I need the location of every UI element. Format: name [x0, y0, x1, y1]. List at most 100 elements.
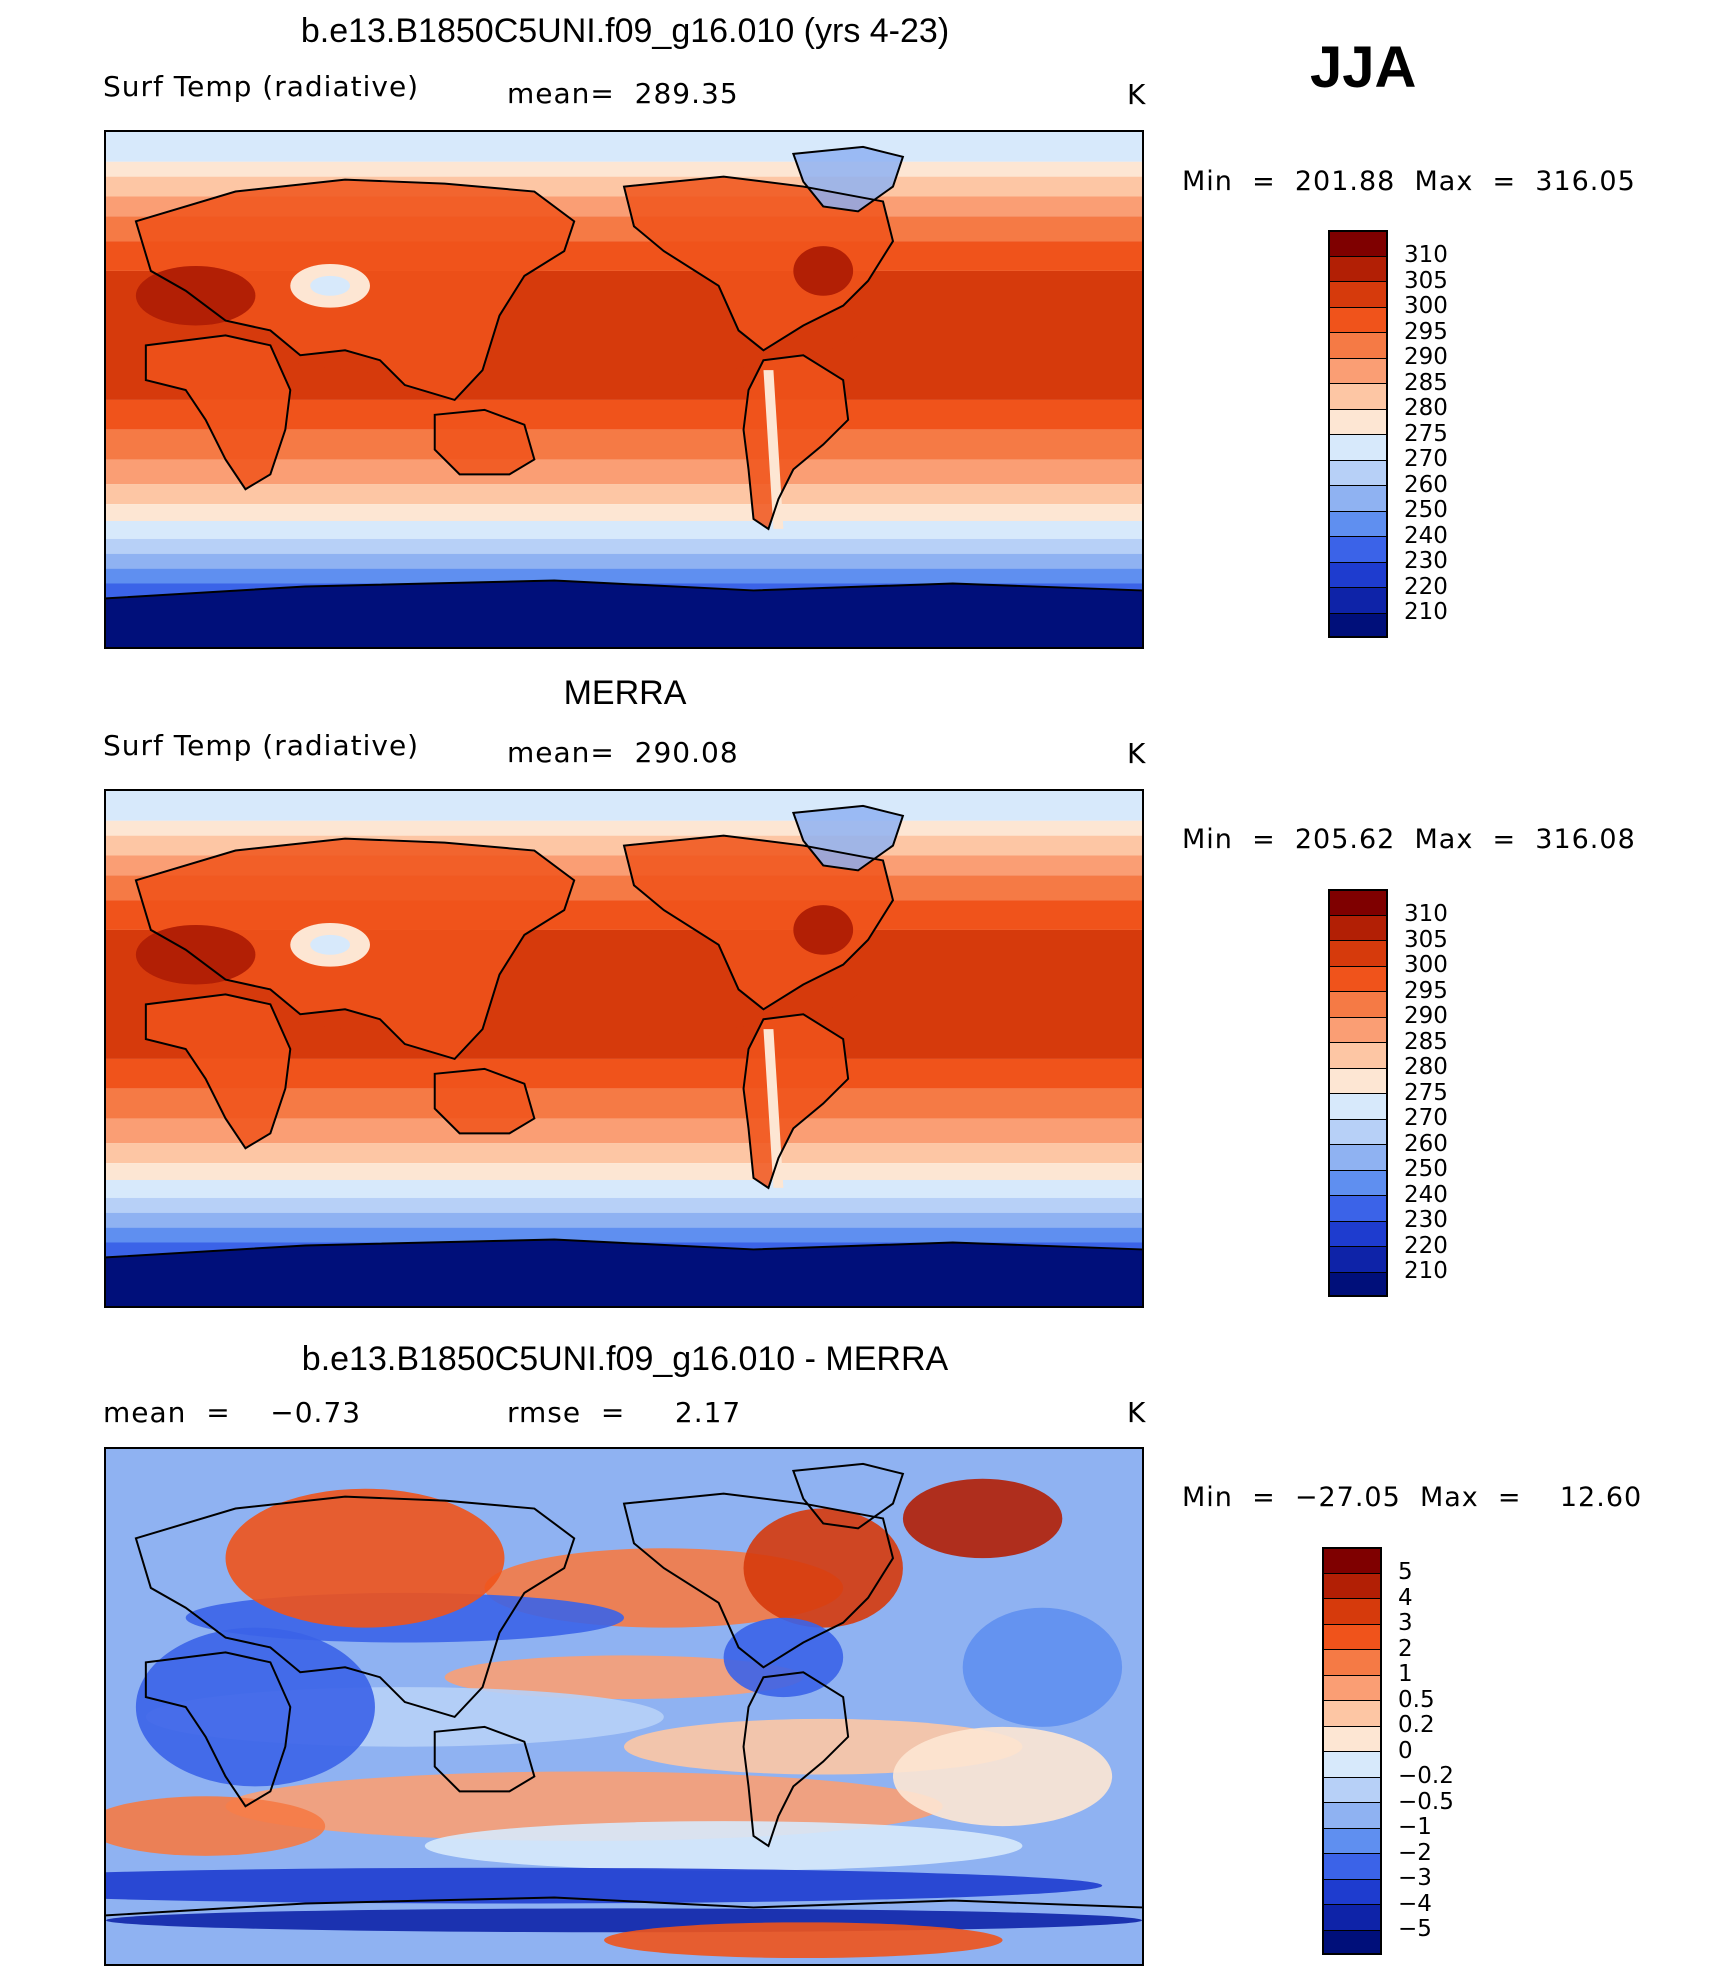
colorbar-label: 305: [1404, 926, 1448, 953]
colorbar-swatch: [1328, 281, 1388, 307]
panel-1-title: b.e13.B1850C5UNI.f09_g16.010 (yrs 4-23): [300, 12, 950, 50]
colorbar-swatch: [1322, 1904, 1382, 1930]
colorbar-swatch: [1322, 1878, 1382, 1904]
colorbar-label: 290: [1404, 1003, 1448, 1029]
colorbar-label: 5: [1398, 1559, 1413, 1585]
colorbar-label: −4: [1398, 1890, 1432, 1917]
colorbar-label: 250: [1404, 497, 1448, 523]
colorbar-swatch: [1328, 485, 1388, 511]
colorbar-swatch: [1328, 1093, 1388, 1119]
colorbar-swatch: [1328, 612, 1388, 638]
colorbar-label: 280: [1404, 1054, 1448, 1080]
colorbar-label: 220: [1404, 1232, 1448, 1259]
colorbar-label: 280: [1404, 395, 1448, 421]
panel-2-variable-label: Surf Temp (radiative): [103, 729, 420, 762]
colorbar-label: −1: [1398, 1814, 1432, 1840]
colorbar-label: 250: [1404, 1156, 1448, 1182]
colorbar-swatch: [1328, 434, 1388, 460]
colorbar-label: −0.5: [1398, 1788, 1454, 1815]
colorbar-label: 220: [1404, 573, 1448, 600]
colorbar-label: 295: [1404, 318, 1448, 345]
panel-1-map: [104, 130, 1144, 649]
colorbar-swatch: [1328, 991, 1388, 1017]
colorbar-swatch: [1328, 1246, 1388, 1272]
colorbar-swatch: [1328, 332, 1388, 358]
colorbar-label: 2: [1398, 1635, 1413, 1662]
colorbar-label: 260: [1404, 1130, 1448, 1157]
colorbar-swatch: [1322, 1802, 1382, 1828]
colorbar-label: −0.2: [1398, 1763, 1454, 1789]
panel-3-mean-label: mean = −0.73: [103, 1396, 362, 1429]
panel-1-map-svg: [106, 132, 1142, 647]
colorbar-swatch: [1328, 561, 1388, 587]
colorbar-label: 285: [1404, 369, 1448, 396]
panel-2-map-svg: [106, 791, 1142, 1306]
panel-3-map: [104, 1447, 1144, 1966]
colorbar-swatch: [1322, 1674, 1382, 1700]
panel-3-min-max: Min = −27.05 Max = 12.60: [1182, 1482, 1643, 1513]
colorbar-swatch: [1328, 914, 1388, 940]
colorbar-label: 3: [1398, 1610, 1413, 1636]
colorbar-swatch: [1328, 1271, 1388, 1297]
colorbar-label: 0.5: [1398, 1686, 1435, 1713]
colorbar-swatch: [1322, 1827, 1382, 1853]
colorbar-label: 275: [1404, 1079, 1448, 1106]
colorbar-label: 240: [1404, 522, 1448, 549]
colorbar-swatch: [1322, 1725, 1382, 1751]
colorbar-label: 295: [1404, 977, 1448, 1004]
colorbar-label: −2: [1398, 1839, 1432, 1866]
colorbar-swatch: [1322, 1649, 1382, 1675]
colorbar-label: 270: [1404, 1105, 1448, 1131]
season-label: JJA: [1310, 35, 1417, 100]
panel-3-title: b.e13.B1850C5UNI.f09_g16.010 - MERRA: [301, 1340, 949, 1378]
colorbar-label: 305: [1404, 267, 1448, 294]
panel-2-units: K: [1127, 737, 1147, 770]
colorbar-label: 300: [1404, 293, 1448, 319]
colorbar-label: −3: [1398, 1865, 1432, 1891]
colorbar-swatch: [1322, 1572, 1382, 1598]
colorbar-swatch: [1328, 1144, 1388, 1170]
panel-1-min-max: Min = 201.88 Max = 316.05: [1182, 166, 1636, 197]
colorbar-label: 270: [1404, 446, 1448, 472]
colorbar-label: 310: [1404, 242, 1448, 268]
colorbar-swatch: [1322, 1751, 1382, 1777]
panel-1-variable-label: Surf Temp (radiative): [103, 70, 420, 103]
colorbar-swatch: [1328, 357, 1388, 383]
colorbar-label: 290: [1404, 344, 1448, 370]
colorbar-swatch: [1328, 255, 1388, 281]
colorbar-label: 210: [1404, 599, 1448, 625]
colorbar-swatch: [1328, 536, 1388, 562]
colorbar-label: 0.2: [1398, 1712, 1435, 1738]
colorbar-label: 240: [1404, 1181, 1448, 1208]
colorbar-swatch: [1322, 1623, 1382, 1649]
colorbar-swatch: [1328, 1118, 1388, 1144]
panel-2-min-max: Min = 205.62 Max = 316.08: [1182, 824, 1636, 855]
colorbar-swatch: [1328, 408, 1388, 434]
colorbar-swatch: [1328, 383, 1388, 409]
colorbar-swatch: [1322, 1700, 1382, 1726]
colorbar-swatch: [1328, 965, 1388, 991]
colorbar-label: −5: [1398, 1916, 1432, 1942]
colorbar-swatch: [1322, 1598, 1382, 1624]
colorbar-swatch: [1328, 940, 1388, 966]
colorbar-label: 210: [1404, 1258, 1448, 1284]
colorbar-swatch: [1328, 1195, 1388, 1221]
colorbar-swatch: [1322, 1547, 1382, 1573]
panel-1-mean-label: mean= 289.35: [507, 77, 739, 110]
colorbar-swatch: [1328, 306, 1388, 332]
colorbar-swatch: [1328, 1220, 1388, 1246]
colorbar-label: 4: [1398, 1584, 1413, 1611]
colorbar-swatch: [1322, 1929, 1382, 1955]
colorbar-swatch: [1322, 1853, 1382, 1879]
colorbar-frame: [1328, 230, 1388, 638]
colorbar-label: 1: [1398, 1661, 1413, 1687]
colorbar-label: 285: [1404, 1028, 1448, 1055]
colorbar-swatch: [1328, 459, 1388, 485]
colorbar-label: 310: [1404, 901, 1448, 927]
colorbar-frame: [1328, 889, 1388, 1297]
colorbar-swatch: [1322, 1776, 1382, 1802]
colorbar-label: 0: [1398, 1737, 1413, 1764]
panel-3-rmse-label: rmse = 2.17: [507, 1396, 742, 1429]
colorbar-label: 260: [1404, 471, 1448, 498]
colorbar-frame: [1322, 1547, 1382, 1955]
